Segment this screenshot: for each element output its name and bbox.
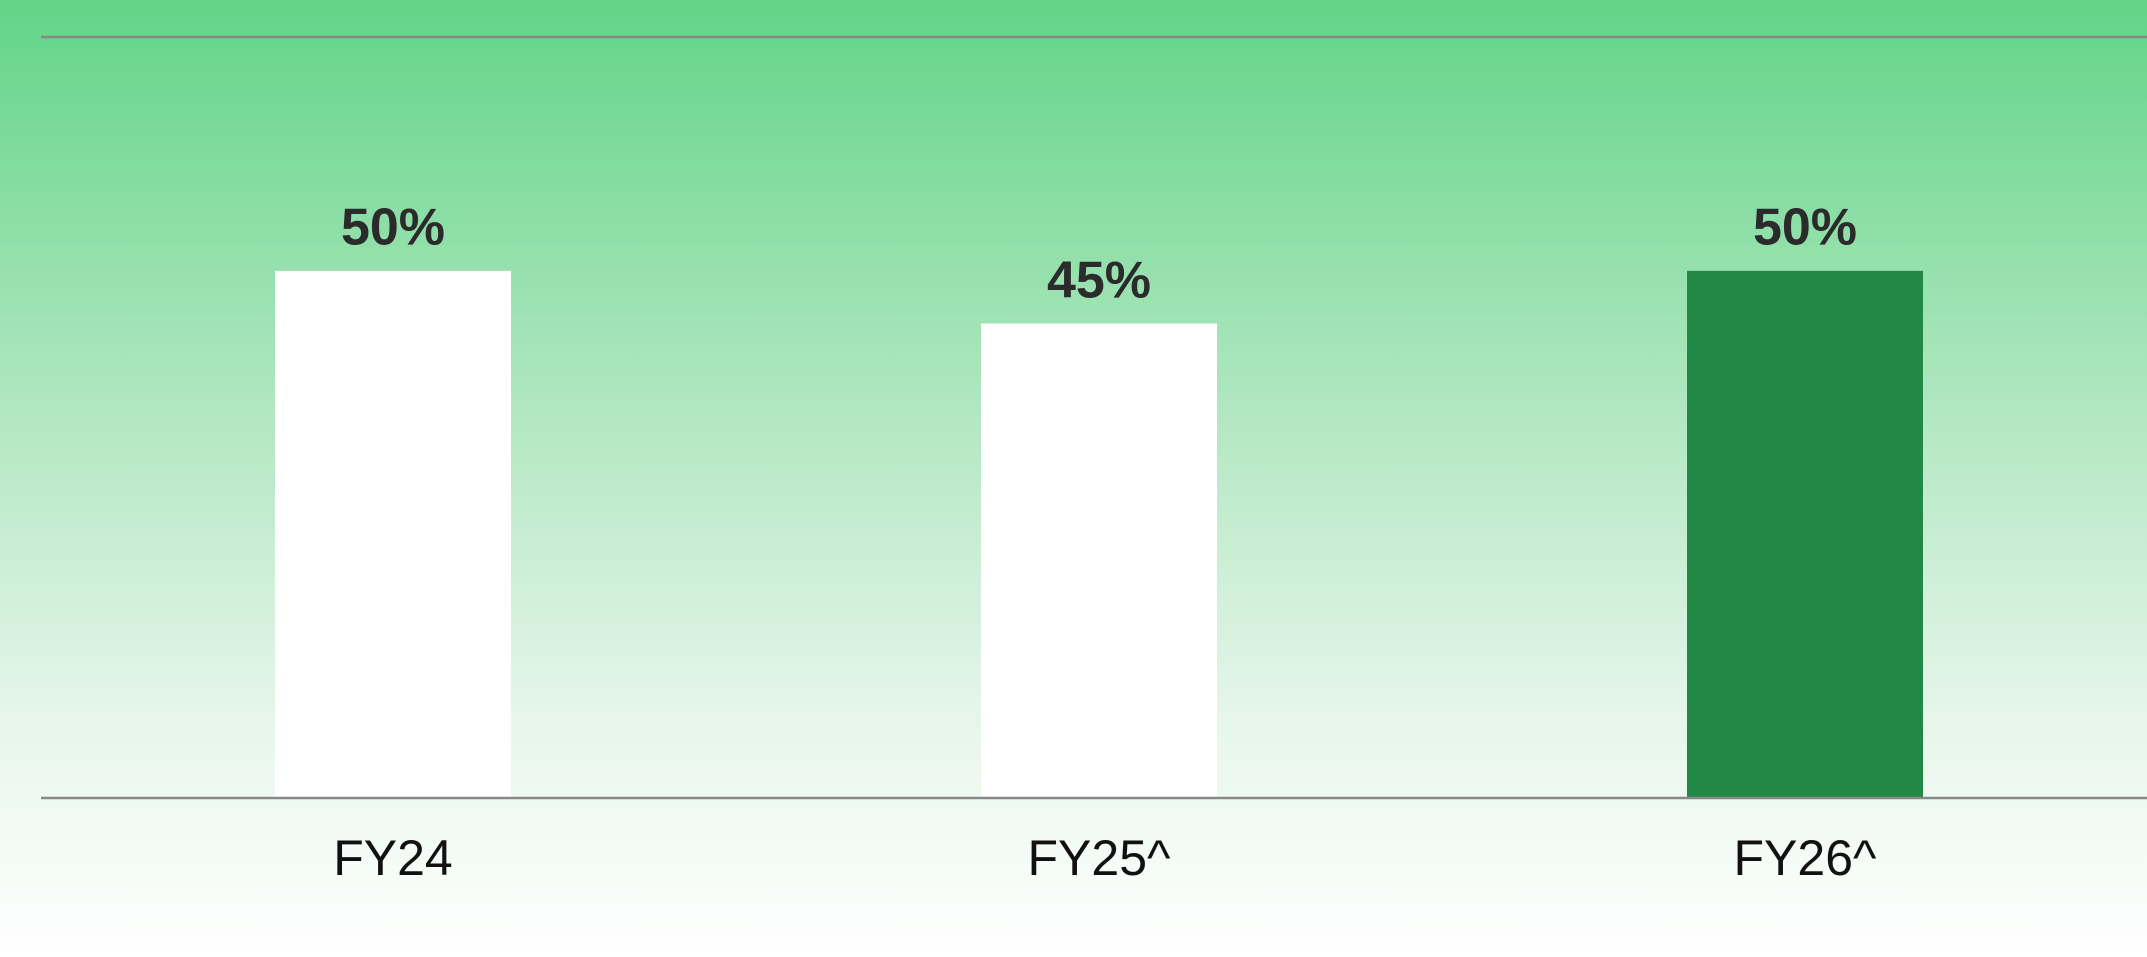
plot bbox=[275, 270, 1923, 798]
bar bbox=[275, 270, 511, 798]
value-label: 50% bbox=[341, 199, 445, 257]
x-tick-label: FY24 bbox=[333, 830, 453, 886]
bar bbox=[1687, 270, 1923, 798]
value-label: 50% bbox=[1753, 199, 1857, 257]
x-tick-label: FY26^ bbox=[1734, 830, 1878, 886]
x-tick-label: FY25^ bbox=[1028, 830, 1172, 886]
bar bbox=[981, 323, 1217, 798]
value-label: 45% bbox=[1047, 251, 1151, 309]
